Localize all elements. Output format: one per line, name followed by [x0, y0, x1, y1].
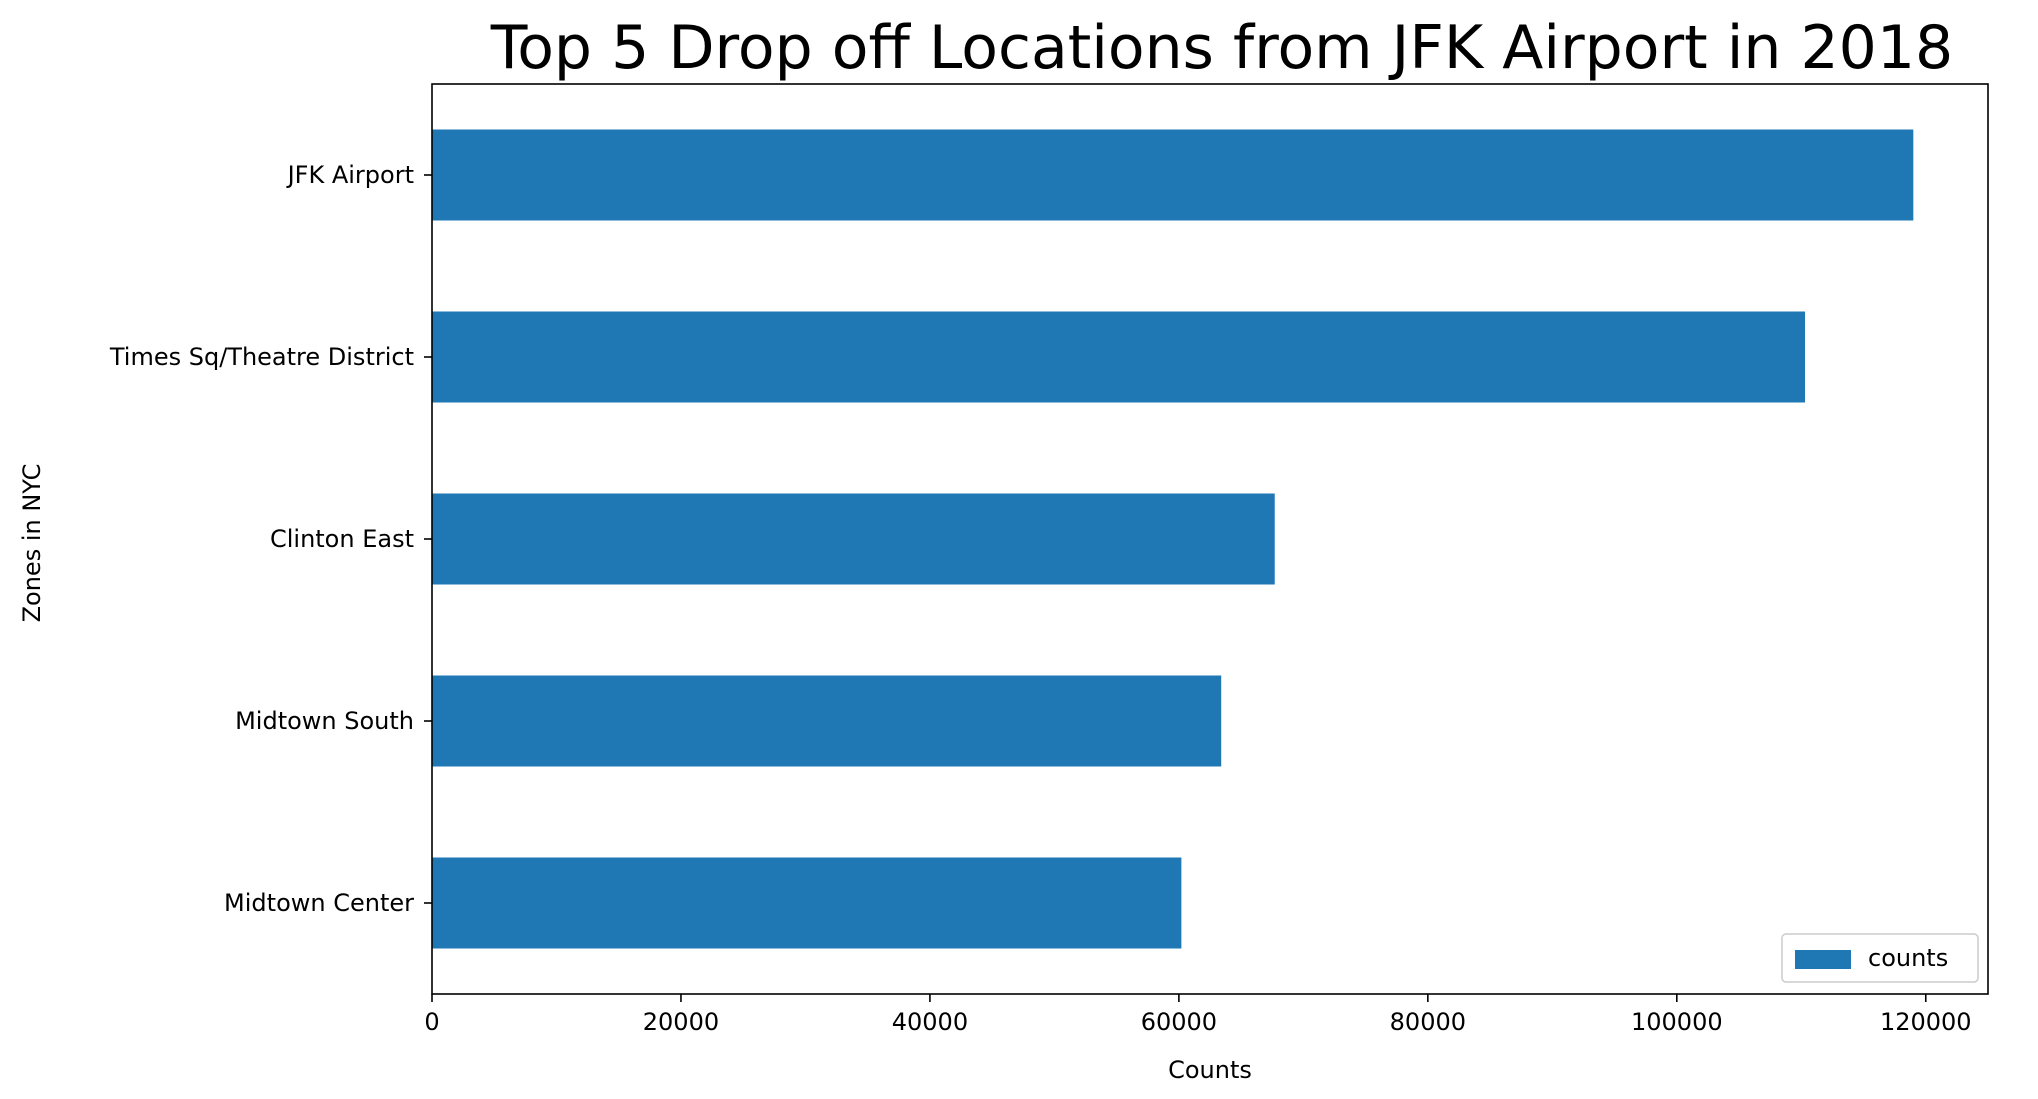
- bar-2: [432, 493, 1275, 585]
- bar-0: [432, 129, 1914, 221]
- legend-swatch: [1795, 950, 1851, 969]
- plot-frame: [431, 83, 1989, 995]
- legend-box: [1781, 933, 1979, 983]
- x-tick-label: 80000: [1390, 1008, 1466, 1036]
- x-tick-label: 100000: [1631, 1008, 1723, 1036]
- x-tick-label: 0: [424, 1008, 439, 1036]
- bar-4: [432, 857, 1182, 949]
- legend: counts: [1781, 933, 1979, 983]
- y-tick-label: Midtown South: [235, 707, 414, 735]
- legend-label: counts: [1868, 944, 1948, 972]
- y-tick-label: Clinton East: [270, 525, 414, 553]
- y-axis-label: Zones in NYC: [18, 464, 46, 623]
- y-tick-label: Times Sq/Theatre District: [109, 343, 414, 371]
- x-axis-label: Counts: [1168, 1056, 1252, 1084]
- chart-title: Top 5 Drop off Locations from JFK Airpor…: [490, 13, 1953, 83]
- x-tick-label: 120000: [1880, 1008, 1972, 1036]
- bar-1: [432, 311, 1806, 403]
- bar-3: [432, 675, 1222, 767]
- y-tick-label: Midtown Center: [224, 889, 414, 917]
- x-tick-label: 60000: [1141, 1008, 1217, 1036]
- y-tick-label: JFK Airport: [286, 161, 414, 189]
- x-tick-label: 20000: [643, 1008, 719, 1036]
- axis-ticks: JFK Airport Times Sq/Theatre District Clin…: [109, 161, 1972, 1036]
- bars: [432, 129, 1914, 949]
- x-tick-label: 40000: [892, 1008, 968, 1036]
